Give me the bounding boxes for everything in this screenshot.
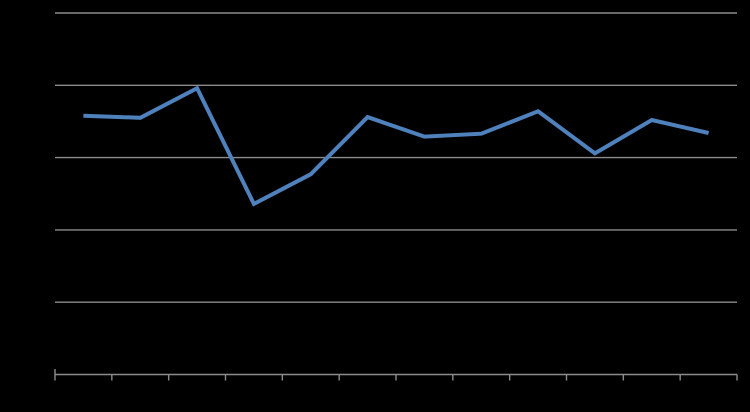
x-axis-ticks	[54, 374, 738, 381]
gridlines	[55, 12, 737, 303]
x-axis	[54, 369, 737, 376]
data-series-line	[83, 85, 710, 207]
